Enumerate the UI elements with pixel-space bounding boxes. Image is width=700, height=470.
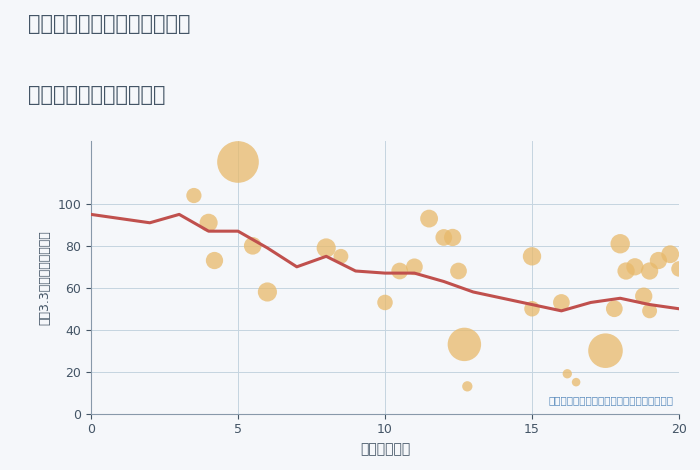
Point [653, 257, 664, 264]
Point [424, 215, 435, 222]
Point [615, 240, 626, 248]
Point [673, 265, 685, 273]
Point [438, 234, 449, 241]
Point [644, 267, 655, 275]
Point [570, 378, 582, 386]
Point [203, 219, 214, 227]
Text: 駅距離別中古戸建て価格: 駅距離別中古戸建て価格 [28, 85, 165, 105]
Text: 円の大きさは、取引のあった物件面積を示す: 円の大きさは、取引のあった物件面積を示す [548, 395, 673, 406]
Point [453, 267, 464, 275]
Point [247, 242, 258, 250]
Point [644, 307, 655, 314]
Point [379, 299, 391, 306]
Point [262, 288, 273, 296]
Point [664, 251, 676, 258]
Point [609, 305, 620, 313]
Point [394, 267, 405, 275]
Y-axis label: 坪（3.3㎡）単価（万円）: 坪（3.3㎡）単価（万円） [38, 230, 52, 325]
Point [629, 263, 641, 271]
Point [458, 341, 470, 348]
X-axis label: 駅距離（分）: 駅距離（分） [360, 442, 410, 456]
Point [462, 383, 473, 390]
Text: 埼玉県北葛飾郡杉戸町屏風の: 埼玉県北葛飾郡杉戸町屏風の [28, 14, 190, 34]
Point [561, 370, 573, 377]
Point [556, 299, 567, 306]
Point [600, 347, 611, 354]
Point [209, 257, 220, 264]
Point [638, 292, 650, 300]
Point [526, 252, 538, 260]
Point [232, 158, 244, 166]
Point [188, 192, 199, 199]
Point [620, 267, 631, 275]
Point [321, 244, 332, 252]
Point [526, 305, 538, 313]
Point [447, 234, 458, 241]
Point [409, 263, 420, 271]
Point [335, 252, 346, 260]
